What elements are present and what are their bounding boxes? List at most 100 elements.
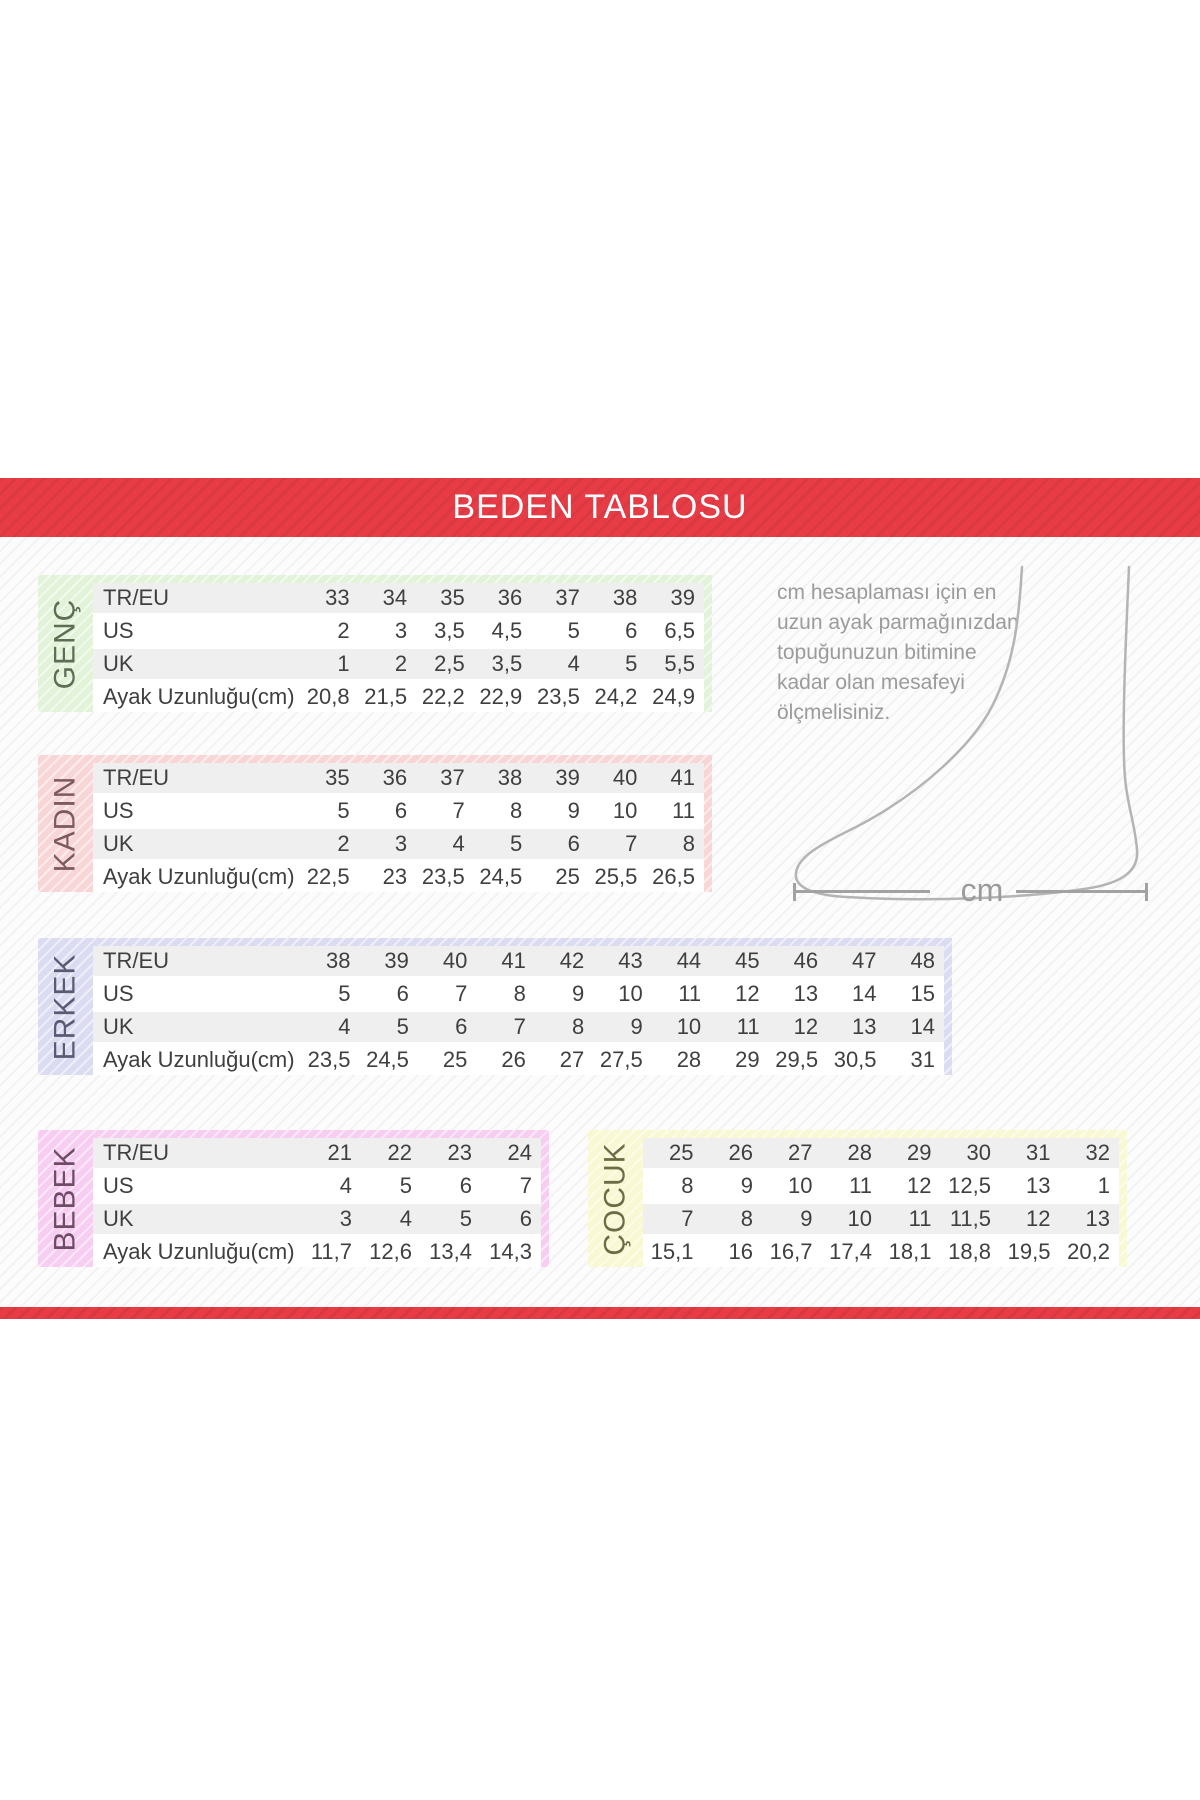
size-value: 18,1 <box>881 1234 941 1267</box>
size-value: 20,2 <box>1059 1234 1119 1267</box>
size-value: 4 <box>301 1009 360 1044</box>
size-value: 38 <box>473 763 532 795</box>
size-value: 4,5 <box>473 613 532 648</box>
size-value: 13 <box>1059 1201 1119 1236</box>
size-value: 48 <box>885 946 944 978</box>
measure-unit-label: cm <box>960 872 1004 908</box>
size-value: 13,4 <box>421 1234 481 1267</box>
size-value: 12,5 <box>940 1168 1000 1203</box>
size-value: 22,5 <box>301 859 359 892</box>
size-value: 12 <box>768 1009 828 1044</box>
size-value: 13 <box>768 976 828 1011</box>
size-value: 2 <box>301 826 359 861</box>
size-value: 41 <box>476 946 535 978</box>
size-value: 38 <box>301 946 360 978</box>
size-value: 21,5 <box>358 679 417 712</box>
size-value: 5 <box>588 646 647 681</box>
size-value: 22 <box>361 1138 421 1170</box>
size-value: 7 <box>476 1009 535 1044</box>
size-value: 10 <box>821 1201 881 1236</box>
row-label: Ayak Uzunluğu(cm) <box>93 1234 301 1267</box>
size-table: 25 26 27 28 29 30 31 32 8 9 10 11 12 12,5 13 1 7 8 9 10 11 11… <box>643 1138 1119 1267</box>
row-label: Ayak Uzunluğu(cm) <box>93 859 301 892</box>
size-value: 5 <box>531 613 589 648</box>
size-value: 24,2 <box>588 679 647 712</box>
size-value: 17,4 <box>821 1234 881 1267</box>
size-value: 6 <box>359 976 418 1011</box>
size-value: 35 <box>416 583 474 615</box>
size-value: 7 <box>417 976 477 1011</box>
size-value: 22,9 <box>473 679 532 712</box>
size-value: 36 <box>473 583 532 615</box>
size-table: TR/EU 33 34 35 36 37 38 39 US 2 3 3,5 4,5 5 6 6,5 UK 1 2 2,… <box>93 583 704 712</box>
size-value: 37 <box>531 583 589 615</box>
category-label-wrap: ERKEK <box>38 938 93 1075</box>
size-row: UK 2 3 4 5 6 7 8 <box>93 826 704 861</box>
size-value: 25 <box>643 1138 703 1170</box>
size-value: 3,5 <box>473 646 532 681</box>
size-value: 5 <box>301 793 359 828</box>
row-label: UK <box>93 826 301 861</box>
size-value: 40 <box>588 763 647 795</box>
size-value: 3 <box>358 613 417 648</box>
size-row: US 5 6 7 8 9 10 11 12 13 14 15 <box>93 976 944 1011</box>
size-value: 2 <box>358 646 417 681</box>
size-value: 36 <box>358 763 417 795</box>
size-table-panel-kadin: KADIN TR/EU 35 36 37 38 39 40 41 US 5 6 7 8 9 10 11 UK 2 3… <box>38 755 712 892</box>
size-row: Ayak Uzunluğu(cm) 23,5 24,5 25 26 27 27,5 28 29 2… <box>93 1042 944 1075</box>
size-value: 5 <box>421 1201 481 1236</box>
size-row: US 5 6 7 8 9 10 11 <box>93 793 704 828</box>
size-value: 22,2 <box>416 679 474 712</box>
size-value: 14,3 <box>481 1234 541 1267</box>
size-row: TR/EU 21 22 23 24 <box>93 1138 541 1170</box>
size-value: 3 <box>301 1201 361 1236</box>
size-value: 7 <box>588 826 647 861</box>
size-table-panel-bebek: BEBEK TR/EU 21 22 23 24 US 4 5 6 7 UK 3 4 5 6 Ayak Uzun… <box>38 1130 549 1267</box>
size-value: 2 <box>301 613 359 648</box>
size-value: 46 <box>768 946 828 978</box>
size-value: 6 <box>481 1201 541 1236</box>
size-value: 35 <box>301 763 359 795</box>
size-value: 1 <box>301 646 359 681</box>
row-label: Ayak Uzunluğu(cm) <box>93 679 301 712</box>
size-value: 10 <box>651 1009 711 1044</box>
size-value: 20,8 <box>301 679 359 712</box>
size-row: 7 8 9 10 11 11,5 12 13 <box>643 1201 1119 1236</box>
size-value: 28 <box>821 1138 881 1170</box>
size-value: 27,5 <box>593 1042 652 1075</box>
size-row: 15,1 16 16,7 17,4 18,1 18,8 19,5 20,2 <box>643 1234 1119 1267</box>
size-value: 9 <box>534 976 594 1011</box>
category-label-wrap: BEBEK <box>38 1130 93 1267</box>
size-value: 12 <box>1000 1201 1060 1236</box>
size-value: 39 <box>359 946 418 978</box>
size-row: TR/EU 35 36 37 38 39 40 41 <box>93 763 704 795</box>
size-value: 2,5 <box>416 646 474 681</box>
size-value: 6 <box>417 1009 477 1044</box>
size-value: 38 <box>588 583 647 615</box>
category-label: GENÇ <box>48 598 82 689</box>
size-value: 10 <box>588 793 647 828</box>
category-label-wrap: KADIN <box>38 755 93 892</box>
title-banner: BEDEN TABLOSU <box>0 478 1200 537</box>
foot-outline-illustration <box>794 565 1139 901</box>
size-value: 32 <box>1059 1138 1119 1170</box>
size-value: 9 <box>702 1168 762 1203</box>
size-value: 5 <box>473 826 532 861</box>
size-value: 4 <box>531 646 589 681</box>
size-value: 31 <box>885 1042 944 1075</box>
size-value: 29 <box>710 1042 769 1075</box>
size-value: 41 <box>646 763 704 795</box>
row-label: UK <box>93 646 301 681</box>
size-value: 25 <box>417 1042 477 1075</box>
size-value: 3 <box>358 826 417 861</box>
note-line: cm hesaplaması için en <box>777 581 997 604</box>
size-value: 4 <box>416 826 474 861</box>
size-value: 5,5 <box>646 646 704 681</box>
category-label-wrap: GENÇ <box>38 575 93 712</box>
size-value: 27 <box>534 1042 594 1075</box>
size-value: 9 <box>531 793 589 828</box>
size-value: 8 <box>473 793 532 828</box>
note-line: ölçmelisiniz. <box>777 701 891 724</box>
row-label: UK <box>93 1009 301 1044</box>
size-value: 23,5 <box>416 859 474 892</box>
